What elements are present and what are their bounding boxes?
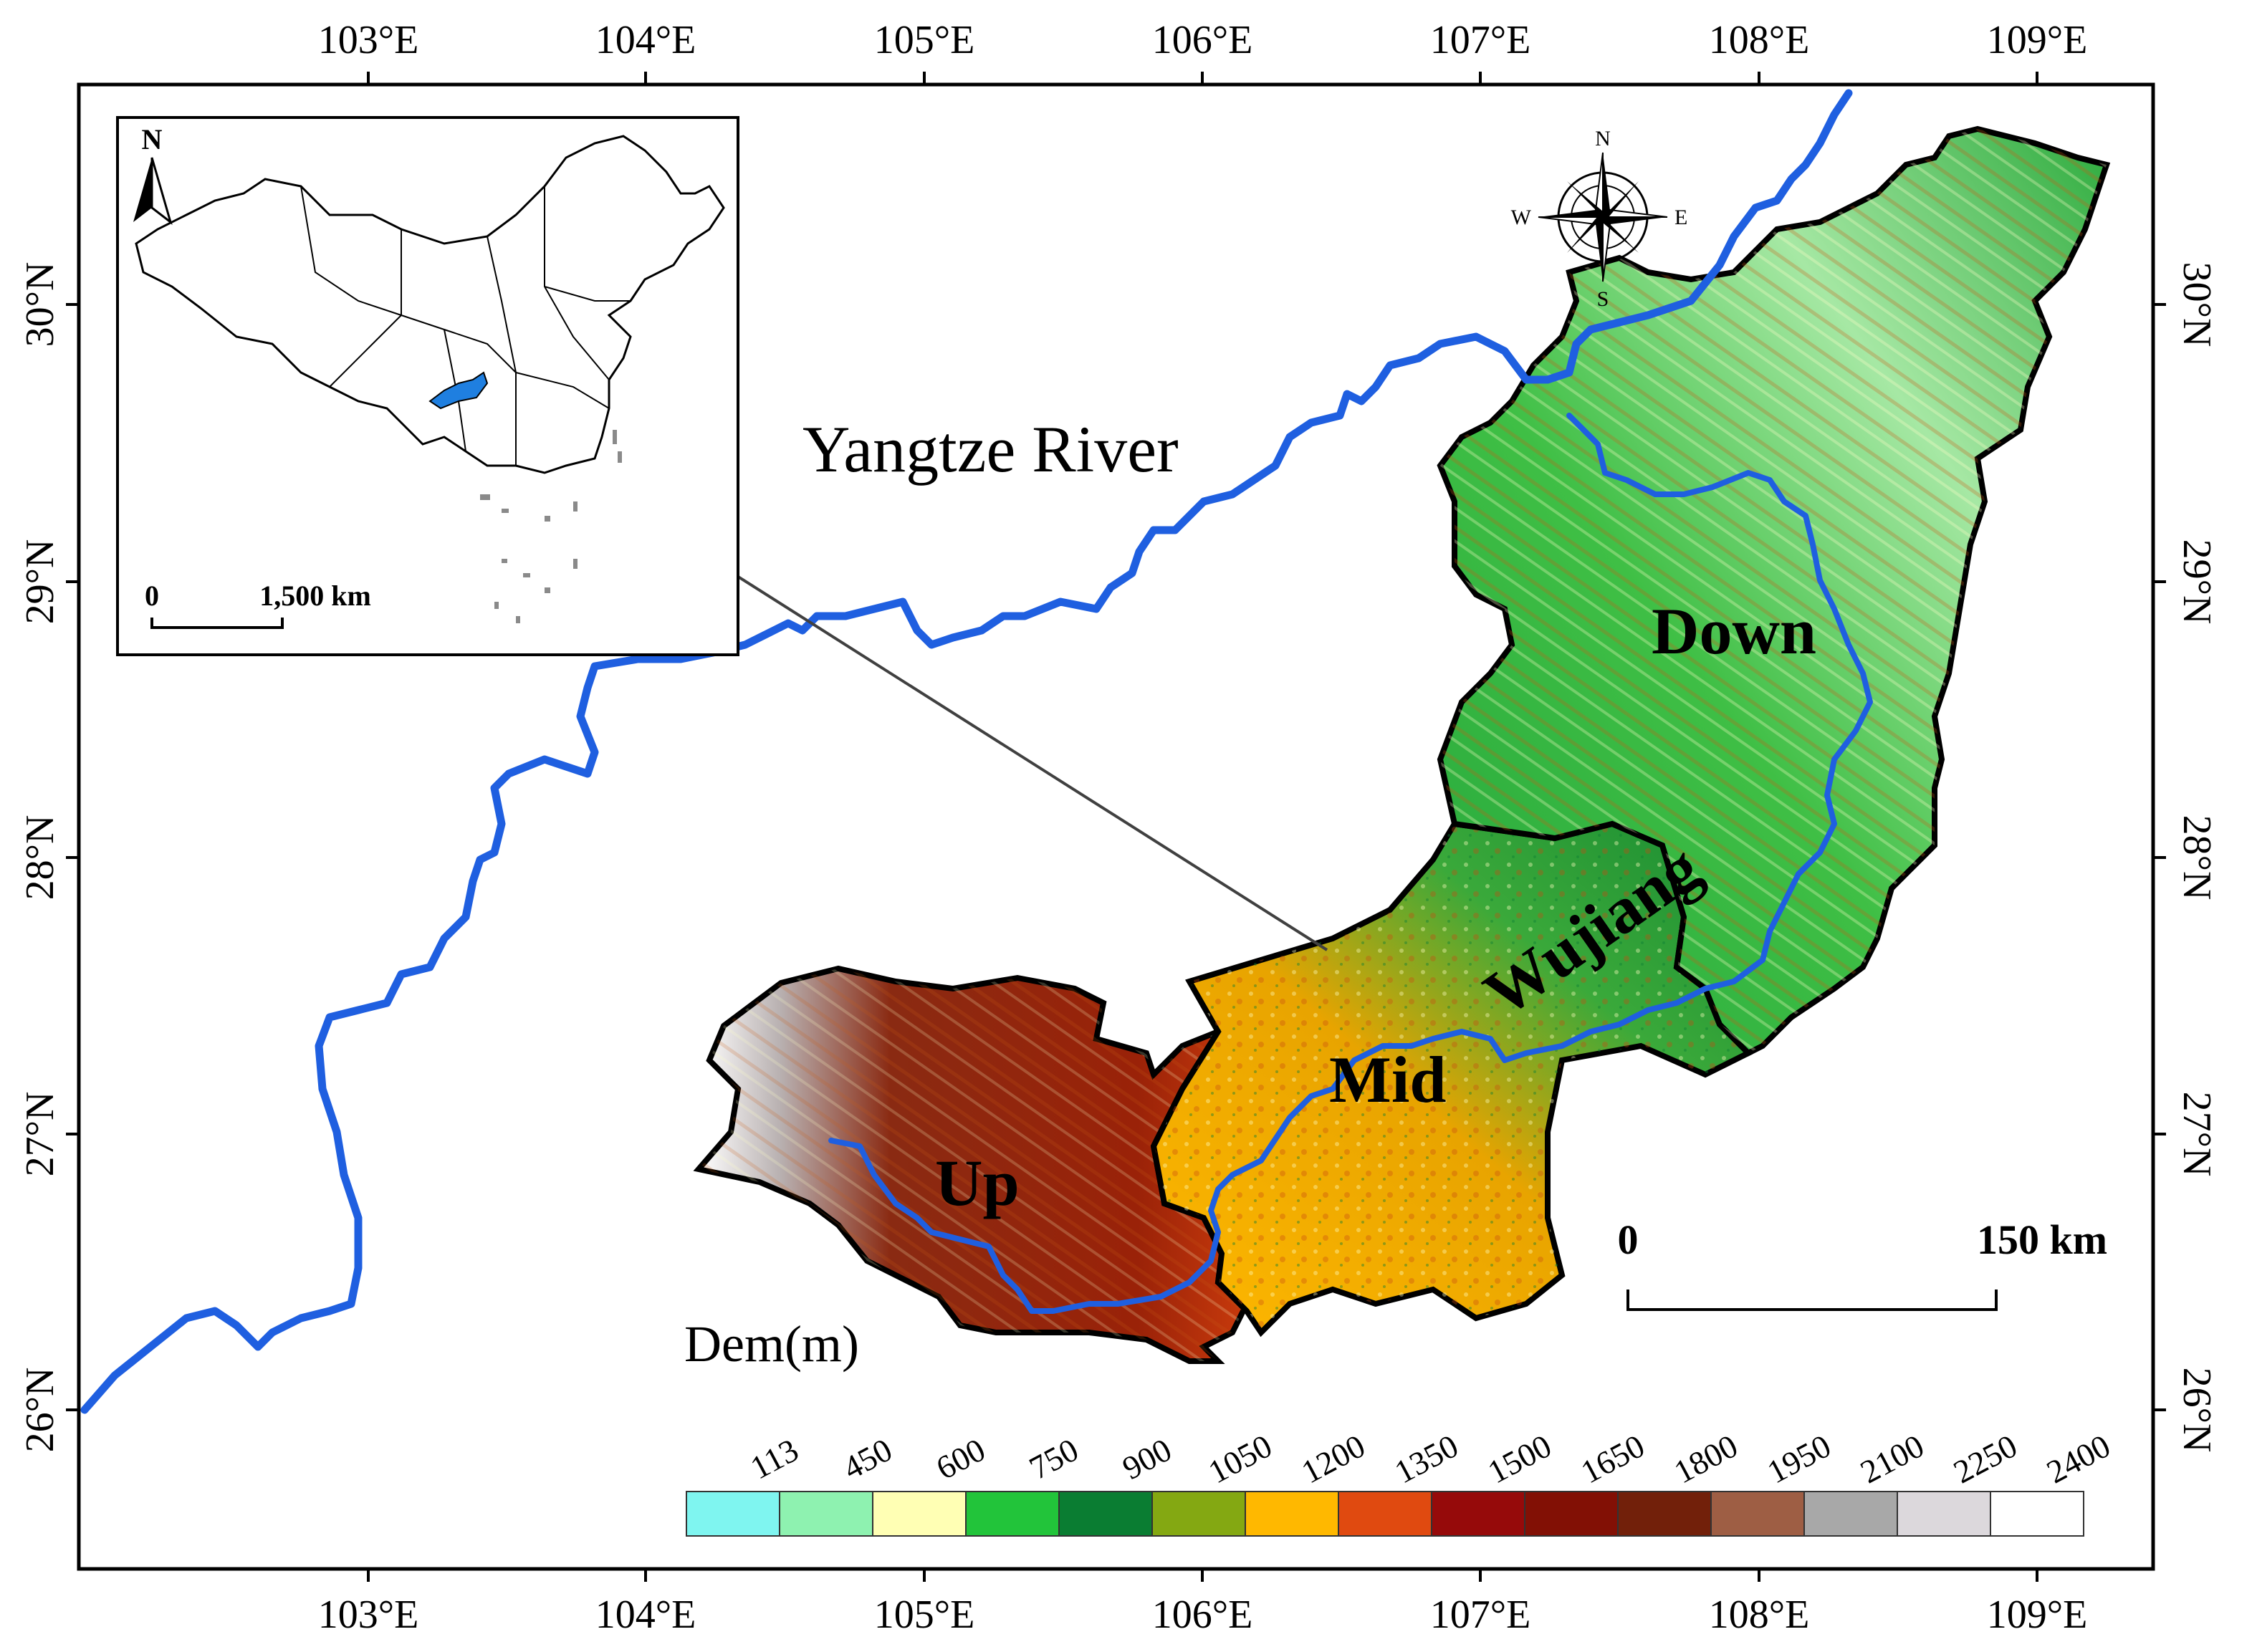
compass-w: W <box>1511 206 1532 229</box>
sub-basin-down-texture <box>1440 129 2107 1053</box>
legend-swatch <box>965 1491 1060 1537</box>
legend-swatch <box>1431 1491 1525 1537</box>
graticule-ticks <box>66 72 2166 1582</box>
scale-zero: 0 <box>1618 1216 1639 1263</box>
lat-label-left: 28°N <box>18 815 62 901</box>
compass-n: N <box>1595 127 1611 150</box>
inset-north-arrow-icon: N <box>133 123 173 225</box>
lon-label-top: 106°E <box>1152 18 1253 62</box>
left-latitude-labels: 30°N 29°N 28°N 27°N 26°N <box>18 262 62 1453</box>
inset-north-label: N <box>142 123 163 155</box>
lat-label-right: 30°N <box>2175 262 2219 347</box>
region-label-down: Down <box>1652 595 1816 668</box>
legend-swatch <box>1058 1491 1153 1537</box>
lon-label-top: 109°E <box>1987 18 2088 62</box>
legend-swatch <box>1803 1491 1898 1537</box>
yangtze-river-label: Yangtze River <box>802 413 1179 486</box>
sub-basin-boundary <box>1454 822 1750 1055</box>
scale-bar: 0 150 km <box>1618 1216 2107 1311</box>
lon-label-top: 107°E <box>1430 18 1531 62</box>
legend-title: Dem(m) <box>684 1315 859 1373</box>
legend-swatch <box>1151 1491 1246 1537</box>
legend-swatch <box>1245 1491 1339 1537</box>
legend-swatch <box>779 1491 873 1537</box>
lat-label-left: 26°N <box>18 1368 62 1453</box>
lat-label-left: 27°N <box>18 1092 62 1177</box>
sub-basin-mid-texture <box>1154 824 1748 1332</box>
inset-scale-zero: 0 <box>145 580 159 612</box>
inset-scale-bar: 0 1,500 km <box>145 580 371 629</box>
region-label-up: Up <box>935 1146 1020 1219</box>
lon-label-top: 108°E <box>1709 18 1810 62</box>
compass-rose-icon: N S E W <box>1511 127 1688 311</box>
legend-swatch <box>1897 1491 1991 1537</box>
lon-label-bottom: 105°E <box>874 1593 975 1637</box>
lon-label-bottom: 104°E <box>595 1593 696 1637</box>
lon-label-bottom: 106°E <box>1152 1593 1253 1637</box>
yangtze-river <box>80 89 1853 1414</box>
inset-scale-label: 1,500 km <box>259 580 371 612</box>
lon-label-top: 104°E <box>595 18 696 62</box>
lon-label-top: 103°E <box>318 18 419 62</box>
legend-swatch <box>1338 1491 1432 1537</box>
lon-label-bottom: 107°E <box>1430 1593 1531 1637</box>
lat-label-right: 26°N <box>2175 1368 2219 1453</box>
lon-label-bottom: 103°E <box>318 1593 419 1637</box>
lat-label-left: 30°N <box>18 262 62 347</box>
legend-swatch <box>1524 1491 1619 1537</box>
inset-map: N 0 1,500 km <box>116 116 739 656</box>
legend-swatch <box>1617 1491 1712 1537</box>
compass-e: E <box>1674 206 1687 229</box>
lat-label-right: 29°N <box>2175 539 2219 625</box>
top-longitude-labels: 103°E 104°E 105°E 106°E 107°E 108°E 109°… <box>318 18 2088 62</box>
lon-label-bottom: 109°E <box>1987 1593 2088 1637</box>
wujiang-river <box>828 413 1873 1314</box>
scale-label: 150 km <box>1977 1216 2107 1263</box>
sub-basin-boundary <box>1152 1029 1262 1333</box>
legend-swatch <box>686 1491 780 1537</box>
lat-label-right: 28°N <box>2175 815 2219 901</box>
inset-study-area <box>428 371 489 410</box>
lat-label-left: 29°N <box>18 539 62 625</box>
lat-label-right: 27°N <box>2175 1092 2219 1177</box>
inset-islands <box>480 430 622 623</box>
lon-label-bottom: 108°E <box>1709 1593 1810 1637</box>
legend-swatch <box>1990 1491 2084 1537</box>
lon-label-top: 105°E <box>874 18 975 62</box>
right-latitude-labels: 30°N 29°N 28°N 27°N 26°N <box>2175 262 2219 1453</box>
sub-basin-up-texture <box>699 969 1247 1361</box>
legend-swatches <box>686 1491 2084 1537</box>
legend-swatch <box>872 1491 967 1537</box>
region-label-mid: Mid <box>1329 1043 1447 1116</box>
legend-swatch <box>1710 1491 1805 1537</box>
bottom-longitude-labels: 103°E 104°E 105°E 106°E 107°E 108°E 109°… <box>318 1593 2088 1637</box>
compass-s: S <box>1597 287 1609 311</box>
